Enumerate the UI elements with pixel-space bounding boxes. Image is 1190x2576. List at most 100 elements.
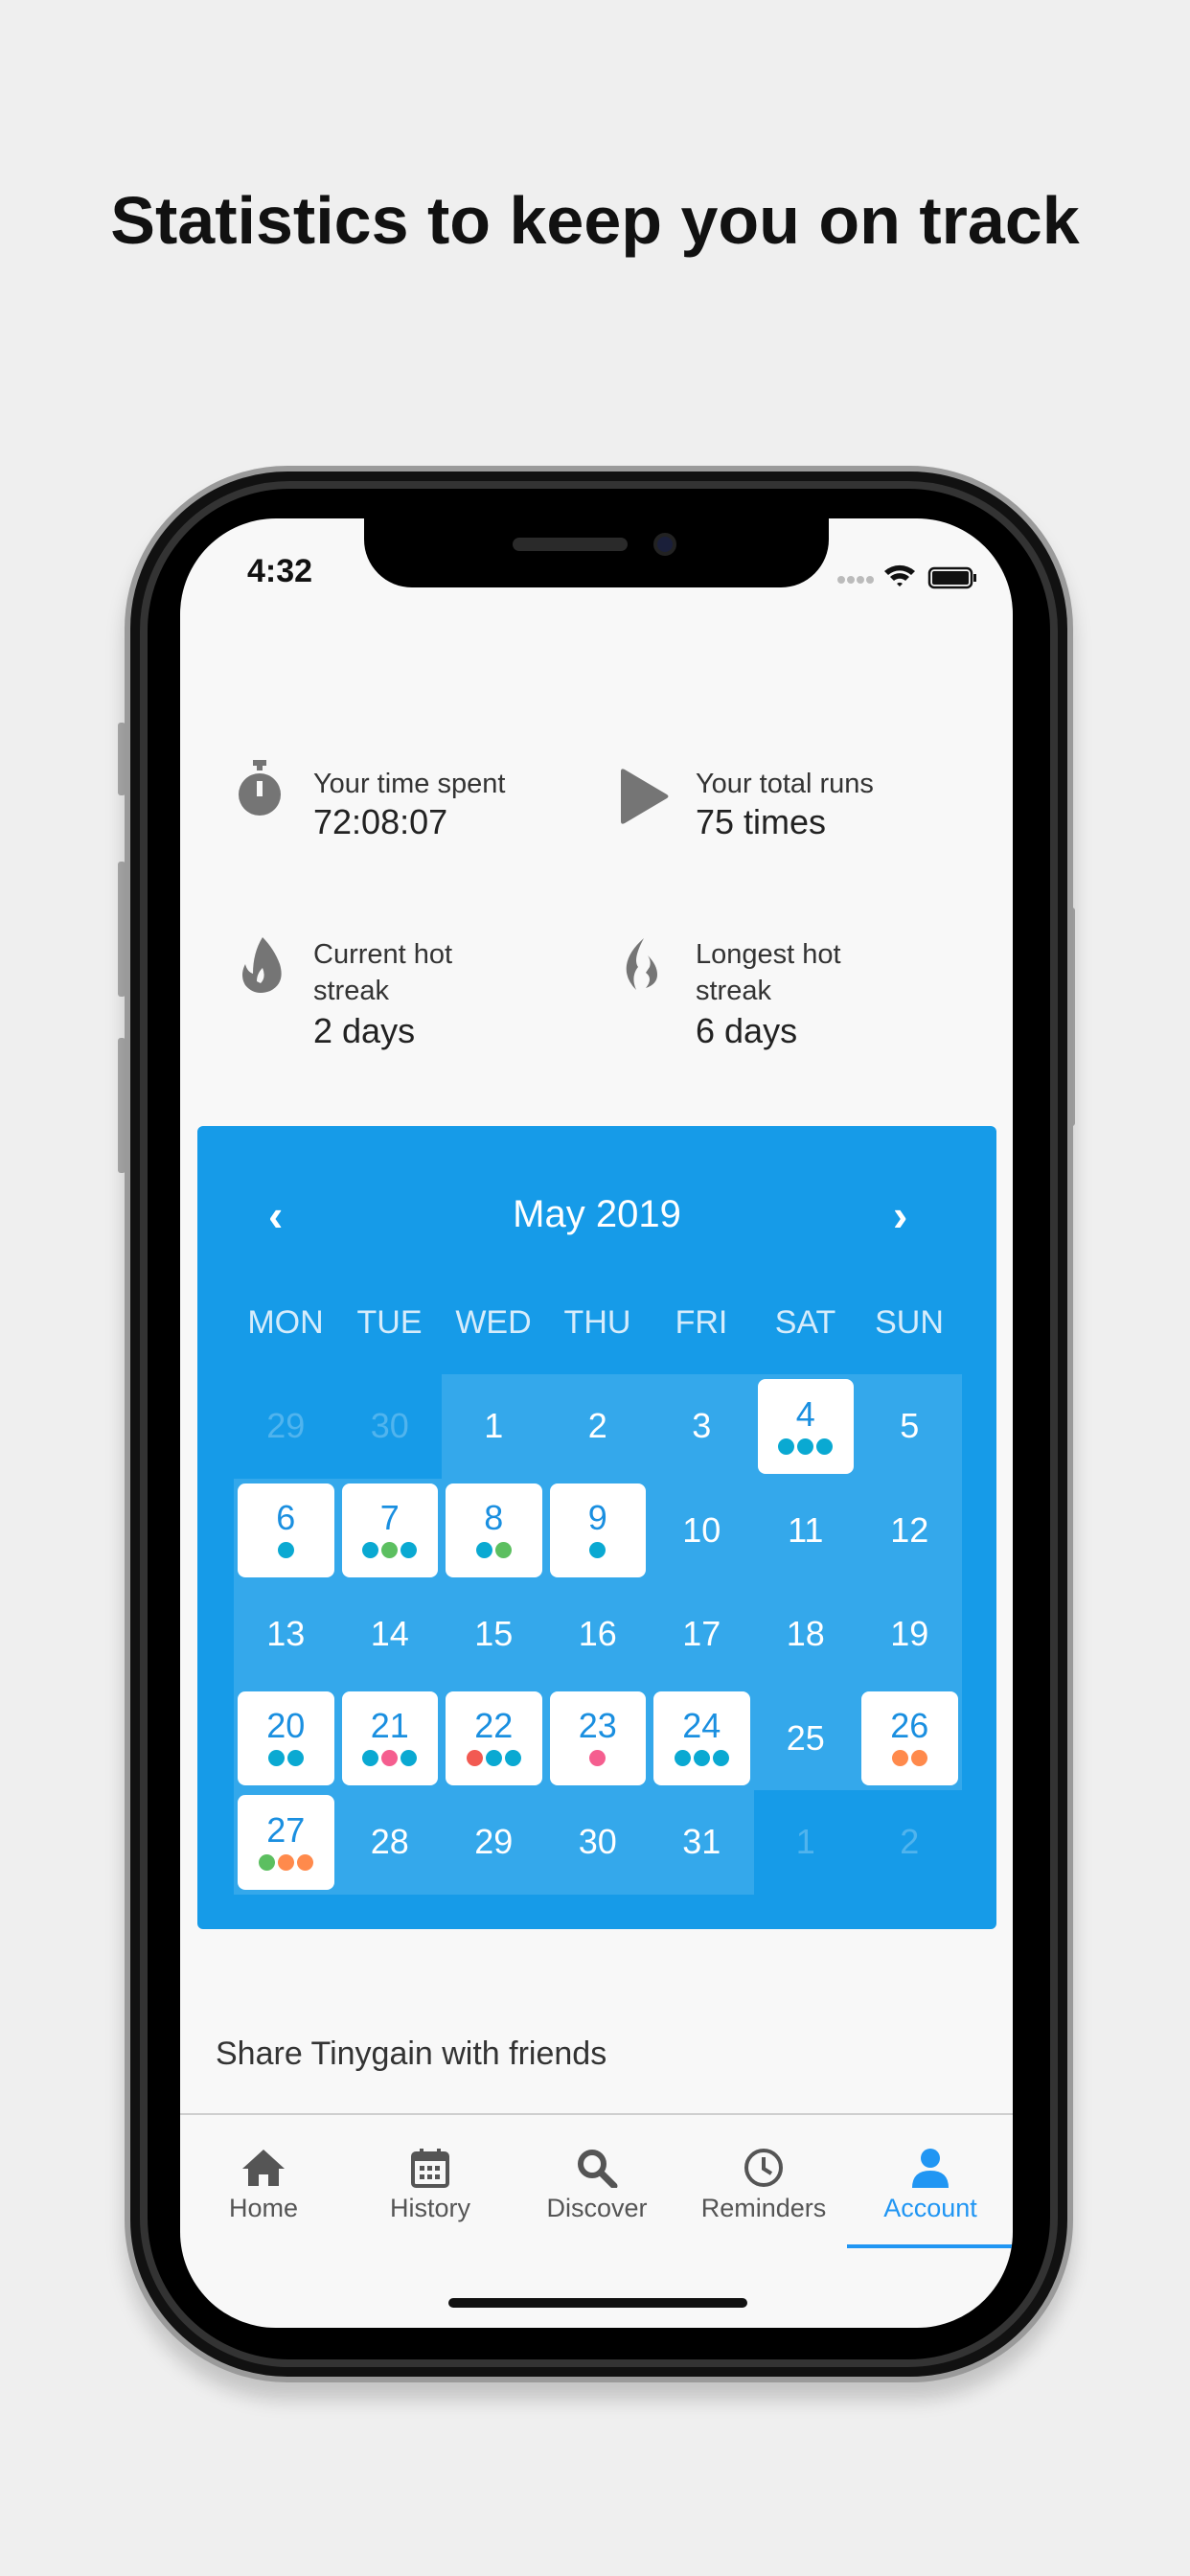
day-number: 4 (795, 1393, 815, 1434)
calendar-day[interactable]: 3 (650, 1374, 754, 1479)
activity-dot (712, 1750, 729, 1767)
person-icon (912, 2149, 949, 2188)
stat-time-spent: Your time spent 72:08:07 (313, 766, 505, 842)
tab-discover[interactable]: Discover (514, 2148, 680, 2223)
chevron-left-icon[interactable]: ‹ (268, 1190, 284, 1240)
stat-value: 2 days (313, 1011, 416, 1050)
calendar-day[interactable]: 15 (442, 1582, 546, 1687)
day-number: 26 (890, 1706, 929, 1746)
activity-dot (267, 1750, 285, 1767)
calendar-day[interactable]: 26 (858, 1686, 962, 1790)
home-icon (242, 2150, 285, 2186)
calendar-day[interactable]: 24 (650, 1686, 754, 1790)
calendar-day[interactable]: 28 (337, 1790, 442, 1895)
activity-dot (693, 1750, 710, 1767)
calendar-day[interactable]: 14 (337, 1582, 442, 1687)
stat-value: 6 days (696, 1011, 798, 1050)
play-icon (617, 768, 671, 830)
calendar-day[interactable]: 19 (858, 1582, 962, 1687)
calendar-day[interactable]: 1 (442, 1374, 546, 1479)
calendar-day[interactable]: 10 (650, 1478, 754, 1582)
calendar-day[interactable]: 2 (545, 1374, 650, 1479)
calendar-day[interactable]: 29 (442, 1790, 546, 1895)
share-link[interactable]: Share Tinygain with friends (216, 2036, 607, 2072)
tab-home[interactable]: Home (180, 2148, 347, 2223)
day-number: 18 (786, 1614, 825, 1654)
day-number: 30 (370, 1406, 409, 1446)
active-tab-indicator (847, 2244, 1013, 2248)
calendar-day[interactable]: 13 (234, 1582, 338, 1687)
home-indicator[interactable] (448, 2298, 747, 2308)
day-highlight (238, 1690, 334, 1785)
calendar-day[interactable]: 6 (234, 1478, 338, 1582)
day-number: 30 (578, 1822, 617, 1862)
tab-history[interactable]: History (347, 2148, 514, 2223)
calendar-day[interactable]: 4 (753, 1374, 858, 1479)
tab-bar-divider (180, 2113, 1013, 2115)
calendar-grid: 29 30 1 2 3 4 5 6 7 8 9 10 11 12 13 14 15 16 17 18 19 20 21 22 2… (234, 1374, 962, 1895)
weekday-label: THU (563, 1304, 631, 1341)
day-highlight (757, 1379, 854, 1474)
calendar-day[interactable]: 7 (337, 1478, 442, 1582)
calendar-day[interactable]: 23 (545, 1686, 650, 1790)
activity-dot (277, 1542, 294, 1559)
weekday-label: SUN (875, 1304, 944, 1341)
activity-dots (267, 1750, 304, 1767)
activity-dot (362, 1542, 379, 1559)
day-number: 13 (266, 1614, 306, 1654)
calendar-day[interactable]: 12 (858, 1478, 962, 1582)
day-number: 1 (795, 1822, 815, 1862)
calendar-day[interactable]: 30 (338, 1374, 443, 1479)
activity-dot (485, 1750, 502, 1767)
day-number: 5 (900, 1406, 920, 1446)
activity-dots (589, 1542, 606, 1559)
day-number: 2 (900, 1822, 920, 1862)
stat-value: 72:08:07 (313, 802, 448, 841)
calendar-day[interactable]: 27 (234, 1790, 338, 1895)
calendar-month-label: May 2019 (513, 1193, 681, 1235)
day-number: 25 (786, 1717, 825, 1758)
calendar-day[interactable]: 21 (337, 1686, 442, 1790)
battery-icon (927, 566, 976, 589)
calendar-day[interactable]: 25 (753, 1686, 858, 1790)
day-number: 24 (682, 1706, 721, 1746)
volume-down-button (118, 1038, 126, 1173)
tab-account[interactable]: Account (847, 2148, 1013, 2223)
calendar-day[interactable]: 20 (234, 1686, 338, 1790)
speaker (513, 538, 628, 551)
stat-label: Your total runs (696, 769, 874, 799)
calendar-day[interactable]: 5 (858, 1374, 962, 1479)
day-highlight (446, 1690, 542, 1785)
activity-dot (589, 1750, 606, 1767)
calendar-day[interactable]: 1 (754, 1790, 858, 1895)
calendar-day[interactable]: 30 (545, 1790, 650, 1895)
calendar-day[interactable]: 17 (650, 1582, 754, 1687)
weekday-label: WED (455, 1304, 532, 1341)
tab-reminders[interactable]: Reminders (680, 2148, 847, 2223)
calendar-day[interactable]: 31 (650, 1790, 754, 1895)
day-number: 2 (587, 1406, 607, 1446)
activity-dot (778, 1438, 795, 1455)
volume-up-button (118, 862, 126, 997)
chevron-right-icon[interactable]: › (893, 1190, 908, 1240)
calendar-day[interactable]: 29 (234, 1374, 338, 1479)
activity-dot (258, 1853, 275, 1871)
calendar-day[interactable]: 11 (753, 1478, 858, 1582)
calendar-day[interactable]: 8 (442, 1478, 546, 1582)
day-highlight (238, 1795, 334, 1890)
activity-dot (466, 1750, 483, 1767)
calendar-day[interactable]: 16 (545, 1582, 650, 1687)
weekday-label: MON (247, 1304, 324, 1341)
calendar-day[interactable]: 9 (545, 1478, 650, 1582)
day-highlight (341, 1690, 438, 1785)
calendar-day[interactable]: 2 (858, 1790, 962, 1895)
day-number: 20 (266, 1706, 306, 1746)
day-number: 10 (682, 1509, 721, 1550)
calendar-day[interactable]: 18 (753, 1582, 858, 1687)
day-number: 21 (370, 1706, 409, 1746)
calendar-day[interactable]: 22 (442, 1686, 546, 1790)
day-number: 6 (276, 1498, 296, 1538)
status-icons (835, 561, 979, 594)
activity-dot (494, 1542, 512, 1559)
day-number: 8 (484, 1498, 504, 1538)
